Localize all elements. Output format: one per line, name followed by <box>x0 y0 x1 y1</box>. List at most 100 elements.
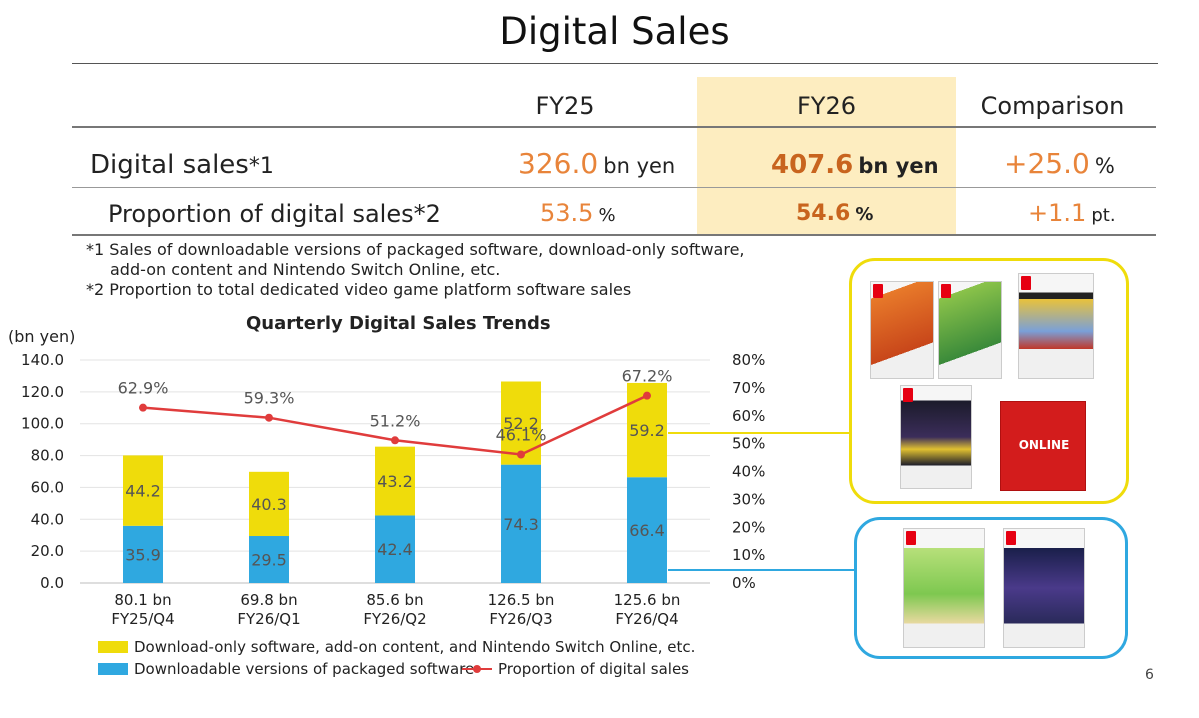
proportion-label: 51.2% <box>370 411 421 430</box>
connector-blue <box>668 569 855 571</box>
footnote-2: *2 Proportion to total dedicated video g… <box>86 280 632 299</box>
box-art <box>903 528 985 648</box>
proportion-label: 62.9% <box>118 379 169 398</box>
bar-packaged <box>375 515 415 583</box>
fy25-proportion: 53.5 % <box>540 199 616 227</box>
box-art <box>1018 273 1094 379</box>
bar-label-download-only: 40.3 <box>251 495 287 514</box>
switch-logo-icon <box>873 284 883 298</box>
table-rule-3 <box>72 234 1156 236</box>
category-total-label: 126.5 bn <box>488 591 555 609</box>
bar-label-packaged: 66.4 <box>629 521 665 540</box>
row-digital-sales: Digital sales*1 <box>90 150 274 180</box>
page-number: 6 <box>1145 667 1154 683</box>
category-label: FY26/Q2 <box>363 610 426 628</box>
fy26-digital-sales-value: 407.6 <box>771 150 854 180</box>
proportion-point <box>391 436 399 445</box>
fy26-digital-sales: 407.6 bn yen <box>771 150 939 180</box>
fy26-proportion-value: 54.6 <box>796 201 851 226</box>
y-tick-label: 100.0 <box>21 415 64 433</box>
legend-swatch-packaged <box>98 663 128 675</box>
y-tick-label: 140.0 <box>21 351 64 369</box>
packaged-download-image-frame <box>854 517 1128 659</box>
online-card: ONLINE <box>1000 401 1086 491</box>
y2-tick-label: 60% <box>732 407 765 425</box>
box-art <box>900 385 972 489</box>
y-axis-label: (bn yen) <box>8 327 76 346</box>
legend-swatch-proportion <box>462 665 492 673</box>
bar-label-packaged: 42.4 <box>377 540 413 559</box>
connector-yellow <box>668 432 850 434</box>
header-fy26: FY26 <box>796 92 856 120</box>
fy26-digital-sales-unit: bn yen <box>858 154 939 178</box>
row-note: *1 <box>248 154 274 179</box>
y2-tick-label: 30% <box>732 490 765 508</box>
cmp-digital-sales: +25.0 % <box>1004 147 1115 180</box>
row-proportion: Proportion of digital sales*2 <box>108 200 441 228</box>
header-comparison: Comparison <box>980 92 1125 120</box>
quarterly-digital-sales-chart: 0.0 20.0 40.0 60.0 80.0 100.0 120.0 140.0 0% 10% 2… <box>21 351 765 628</box>
cmp-digital-sales-unit: % <box>1094 154 1115 178</box>
y2-tick-label: 10% <box>732 546 765 564</box>
proportion-point <box>265 413 273 422</box>
category-label: FY26/Q3 <box>489 610 552 628</box>
legend-proportion: Proportion of digital sales <box>498 660 689 678</box>
proportion-label: 67.2% <box>622 367 673 386</box>
switch-logo-icon <box>941 284 951 298</box>
bar-download-only <box>375 446 415 516</box>
download-only-image-frame: ONLINE <box>849 258 1129 504</box>
box-art <box>938 281 1002 379</box>
fy26-highlight-band <box>697 77 956 235</box>
row-label-text: Digital sales <box>90 150 249 180</box>
bar-packaged <box>123 525 163 583</box>
row-label-text: Proportion of digital sales <box>108 200 414 228</box>
y-tick-label: 60.0 <box>31 478 64 496</box>
category-total-label: 80.1 bn <box>114 591 171 609</box>
proportion-point <box>517 450 525 459</box>
bar-label-download-only: 52.2 <box>503 414 539 433</box>
switch-logo-icon <box>903 388 913 402</box>
switch-logo-icon <box>1006 531 1016 545</box>
category-total-label: 85.6 bn <box>366 591 423 609</box>
category-label: FY26/Q1 <box>237 610 300 628</box>
category-total-label: 125.6 bn <box>614 591 681 609</box>
y-tick-label: 20.0 <box>31 542 64 560</box>
fy25-digital-sales-value: 326.0 <box>518 147 599 180</box>
legend-packaged: Downloadable versions of packaged softwa… <box>134 660 475 678</box>
legend-swatch-download-only <box>98 641 128 653</box>
y2-tick-label: 0% <box>732 574 756 592</box>
header-fy25: FY25 <box>535 92 595 120</box>
bar-label-download-only: 43.2 <box>377 472 413 491</box>
table-rule-2 <box>72 187 1156 188</box>
cmp-proportion: +1.1 pt. <box>1028 199 1116 227</box>
y2-tick-label: 50% <box>732 435 765 453</box>
title-rule <box>72 63 1158 64</box>
y-tick-label: 40.0 <box>31 510 64 528</box>
proportion-label: 59.3% <box>244 389 295 408</box>
online-card-text: ONLINE <box>1018 438 1070 452</box>
y-tick-label: 120.0 <box>21 383 64 401</box>
fy25-digital-sales-unit: bn yen <box>603 154 676 178</box>
proportion-label: 46.1% <box>496 425 547 444</box>
page-title: Digital Sales <box>499 10 730 53</box>
y2-tick-label: 20% <box>732 518 765 536</box>
cmp-proportion-value: +1.1 <box>1028 199 1087 227</box>
switch-logo-icon <box>906 531 916 545</box>
bar-packaged <box>249 536 289 583</box>
bar-label-packaged: 29.5 <box>251 551 287 570</box>
bar-packaged <box>627 477 667 583</box>
proportion-point <box>643 391 651 400</box>
category-label: FY25/Q4 <box>111 610 174 628</box>
proportion-point <box>139 403 147 412</box>
bar-label-download-only: 44.2 <box>125 482 161 501</box>
table-rule-1 <box>72 126 1156 128</box>
footnote-1-line2: add-on content and Nintendo Switch Onlin… <box>110 260 501 279</box>
legend-download-only: Download-only software, add-on content, … <box>134 638 696 656</box>
cmp-proportion-unit: pt. <box>1091 205 1116 226</box>
bar-label-download-only: 59.2 <box>629 421 665 440</box>
y2-tick-label: 40% <box>732 463 765 481</box>
switch-logo-icon <box>1021 276 1031 290</box>
fy25-proportion-unit: % <box>598 205 616 226</box>
fy26-proportion: 54.6 % <box>796 201 873 226</box>
bar-label-packaged: 74.3 <box>503 515 539 534</box>
